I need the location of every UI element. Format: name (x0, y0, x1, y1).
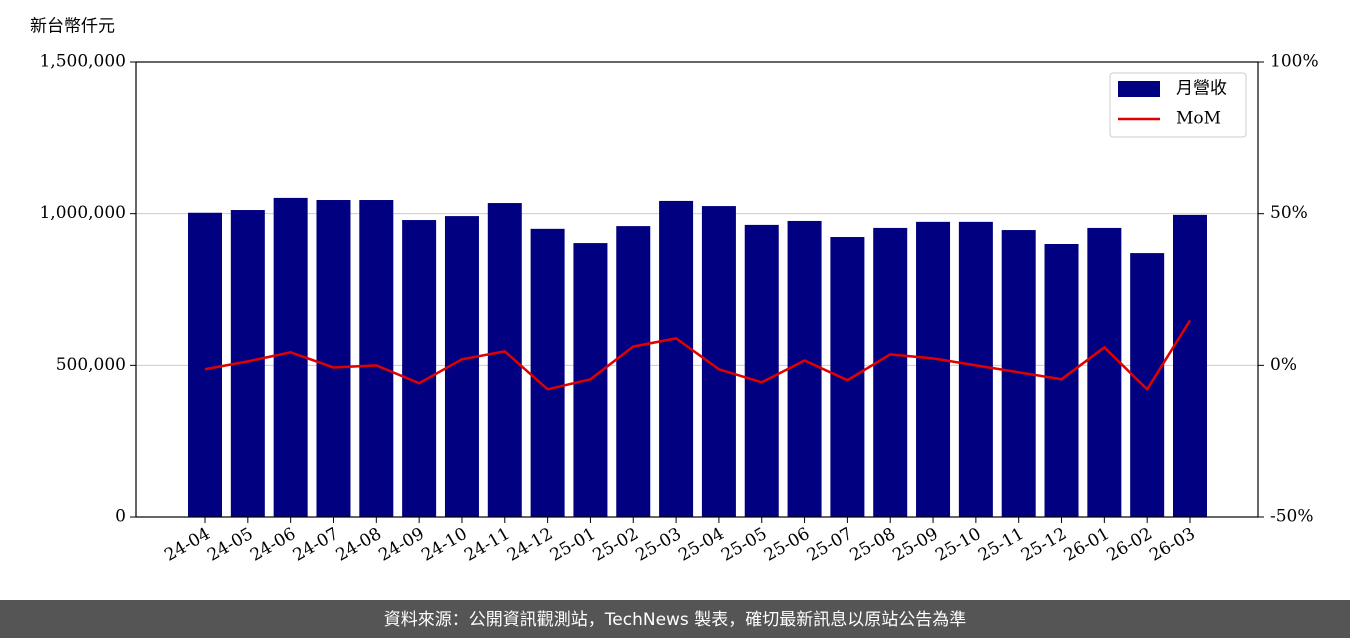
bar (530, 228, 565, 518)
x-tick-label: 24-09 (375, 524, 427, 566)
bar (659, 200, 694, 517)
x-tick-label: 26-01 (1061, 524, 1113, 566)
bar (487, 203, 522, 518)
y-tick-label: 1,500,000 (39, 52, 126, 72)
bar (873, 227, 908, 517)
bar (958, 221, 993, 517)
x-tick-label: 24-11 (461, 524, 513, 566)
bar (1087, 227, 1122, 517)
y2-tick-label: 100% (1270, 52, 1319, 72)
plot-frame (135, 61, 1259, 518)
x-tick-label: 26-02 (1103, 524, 1155, 566)
y-tick-label: 1,000,000 (39, 203, 126, 223)
y-tick-label: 0 (115, 507, 126, 527)
y-axis-label: 新台幣仟元 (30, 17, 115, 37)
bar (830, 237, 865, 518)
y2-tick-label: -50% (1270, 507, 1314, 527)
x-tick-label: 24-10 (418, 524, 470, 566)
x-tick-label: 25-06 (761, 524, 813, 566)
bar (1130, 253, 1165, 517)
bar (1173, 214, 1207, 517)
x-tick-label: 26-03 (1146, 524, 1198, 566)
legend-label: 月營收 (1176, 79, 1227, 99)
y-tick-label: 500,000 (56, 355, 126, 375)
footer: 資料來源：公開資訊觀測站，TechNews 製表，確切最新訊息以原站公告為準 (384, 610, 966, 630)
bar (316, 200, 351, 517)
x-tick-label: 25-05 (718, 524, 770, 566)
x-tick-label: 25-12 (1018, 524, 1070, 566)
bar (402, 220, 437, 517)
bar (188, 212, 222, 518)
bar (787, 220, 822, 518)
x-tick-label: 24-08 (333, 524, 385, 566)
x-tick-label: 25-11 (975, 524, 1027, 566)
x-tick-label: 25-08 (847, 524, 899, 566)
x-tick-label: 24-06 (247, 524, 299, 566)
x-tick-label: 25-10 (932, 524, 984, 566)
x-tick-label: 25-03 (632, 524, 684, 566)
bar (916, 221, 951, 517)
x-tick-label: 24-12 (504, 524, 556, 566)
bar (616, 226, 651, 517)
bar (744, 224, 779, 517)
x-tick-label: 25-01 (547, 524, 599, 566)
bar (359, 200, 394, 517)
x-tick-label: 25-09 (889, 524, 941, 566)
footer-bar (0, 600, 1350, 638)
mom-line (204, 319, 1192, 392)
y2-tick-label: 50% (1270, 203, 1308, 223)
y2-tick-label: 0% (1270, 355, 1297, 375)
x-tick-label: 25-07 (804, 524, 856, 566)
x-tick-label: 24-05 (204, 524, 256, 566)
x-tick-label: 24-07 (290, 524, 342, 566)
x-tick-label: 25-04 (675, 524, 727, 566)
x-tick-label: 24-04 (161, 524, 213, 566)
legend-label: MoM (1176, 109, 1221, 129)
x-tick-label: 25-02 (590, 524, 642, 566)
legend-swatch (1118, 81, 1160, 97)
